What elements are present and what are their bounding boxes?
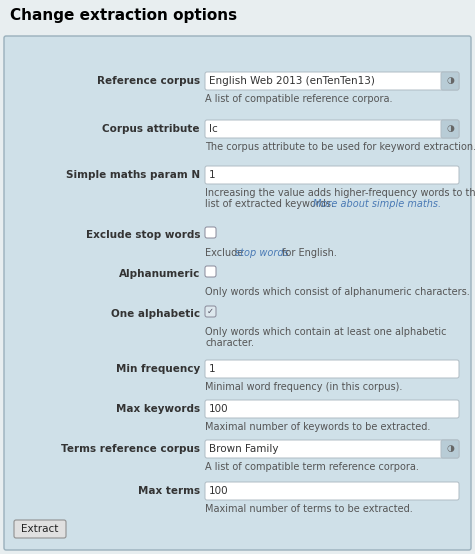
FancyBboxPatch shape	[205, 306, 216, 317]
FancyBboxPatch shape	[205, 166, 459, 184]
Text: list of extracted keywords.: list of extracted keywords.	[205, 199, 337, 209]
FancyBboxPatch shape	[205, 440, 459, 458]
Text: Simple maths param N: Simple maths param N	[66, 170, 200, 180]
Text: ◑: ◑	[446, 125, 454, 134]
Text: Corpus attribute: Corpus attribute	[103, 124, 200, 134]
Text: A list of compatible reference corpora.: A list of compatible reference corpora.	[205, 94, 392, 104]
Text: stop words: stop words	[235, 248, 289, 258]
Text: ◑: ◑	[446, 76, 454, 85]
Text: 100: 100	[209, 404, 228, 414]
Text: Increasing the value adds higher-frequency words to the: Increasing the value adds higher-frequen…	[205, 188, 475, 198]
Text: ✓: ✓	[207, 307, 214, 316]
Text: Reference corpus: Reference corpus	[97, 76, 200, 86]
Text: Extract: Extract	[21, 524, 59, 534]
FancyBboxPatch shape	[441, 440, 459, 458]
Text: Maximal number of keywords to be extracted.: Maximal number of keywords to be extract…	[205, 422, 430, 432]
Text: Exclude: Exclude	[205, 248, 247, 258]
FancyBboxPatch shape	[14, 520, 66, 538]
FancyBboxPatch shape	[441, 72, 459, 90]
FancyBboxPatch shape	[4, 36, 471, 550]
Text: One alphabetic: One alphabetic	[111, 309, 200, 319]
Text: Only words which consist of alphanumeric characters.: Only words which consist of alphanumeric…	[205, 287, 470, 297]
FancyBboxPatch shape	[205, 266, 216, 277]
FancyBboxPatch shape	[205, 227, 216, 238]
Text: for English.: for English.	[279, 248, 337, 258]
Text: character.: character.	[205, 338, 254, 348]
Text: Brown Family: Brown Family	[209, 444, 278, 454]
FancyBboxPatch shape	[205, 400, 459, 418]
Text: Maximal number of terms to be extracted.: Maximal number of terms to be extracted.	[205, 504, 413, 514]
Text: Min frequency: Min frequency	[116, 364, 200, 374]
Text: 1: 1	[209, 170, 216, 180]
Text: 1: 1	[209, 364, 216, 374]
Text: Only words which contain at least one alphabetic: Only words which contain at least one al…	[205, 327, 446, 337]
Text: Max keywords: Max keywords	[116, 404, 200, 414]
FancyBboxPatch shape	[205, 120, 459, 138]
FancyBboxPatch shape	[205, 360, 459, 378]
Text: lc: lc	[209, 124, 218, 134]
Text: More about simple maths.: More about simple maths.	[313, 199, 441, 209]
Text: English Web 2013 (enTenTen13): English Web 2013 (enTenTen13)	[209, 76, 375, 86]
Text: Terms reference corpus: Terms reference corpus	[61, 444, 200, 454]
FancyBboxPatch shape	[205, 482, 459, 500]
FancyBboxPatch shape	[441, 120, 459, 138]
Text: The corpus attribute to be used for keyword extraction.: The corpus attribute to be used for keyw…	[205, 142, 475, 152]
Text: Minimal word frequency (in this corpus).: Minimal word frequency (in this corpus).	[205, 382, 402, 392]
Text: Max terms: Max terms	[138, 486, 200, 496]
FancyBboxPatch shape	[205, 72, 459, 90]
Text: Alphanumeric: Alphanumeric	[119, 269, 200, 279]
Text: 100: 100	[209, 486, 228, 496]
Text: Exclude stop words: Exclude stop words	[86, 230, 200, 240]
Text: Change extraction options: Change extraction options	[10, 8, 237, 23]
Text: A list of compatible term reference corpora.: A list of compatible term reference corp…	[205, 462, 419, 472]
Text: ◑: ◑	[446, 444, 454, 454]
